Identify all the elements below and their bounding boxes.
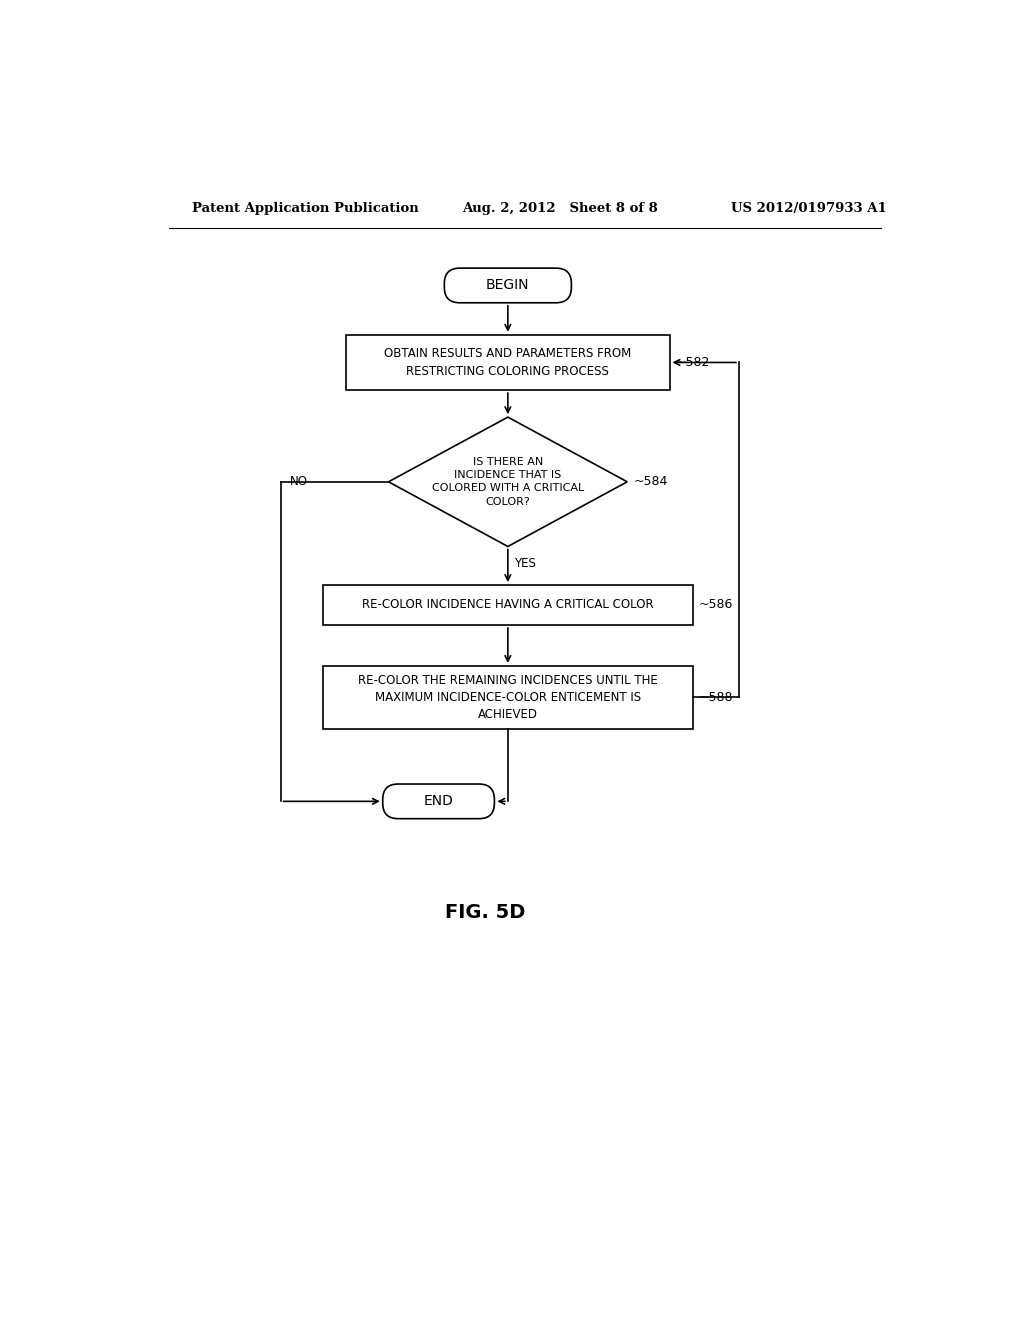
Bar [346, 335, 670, 391]
Text: ~584: ~584 [634, 475, 668, 488]
Text: US 2012/0197933 A1: US 2012/0197933 A1 [731, 202, 887, 215]
Text: ~582: ~582 [676, 356, 710, 370]
Text: BEGIN: BEGIN [486, 279, 529, 293]
Text: END: END [424, 795, 454, 808]
Text: RE-COLOR INCIDENCE HAVING A CRITICAL COLOR: RE-COLOR INCIDENCE HAVING A CRITICAL COL… [362, 598, 653, 611]
Text: ~586: ~586 [698, 598, 733, 611]
Text: IS THERE AN
INCIDENCE THAT IS
COLORED WITH A CRITICAL
COLOR?: IS THERE AN INCIDENCE THAT IS COLORED WI… [432, 457, 584, 507]
Text: Aug. 2, 2012   Sheet 8 of 8: Aug. 2, 2012 Sheet 8 of 8 [462, 202, 657, 215]
Bar [323, 665, 692, 729]
Text: YES: YES [514, 557, 536, 570]
Polygon shape [388, 417, 628, 546]
Text: OBTAIN RESULTS AND PARAMETERS FROM
RESTRICTING COLORING PROCESS: OBTAIN RESULTS AND PARAMETERS FROM RESTR… [384, 347, 632, 378]
FancyBboxPatch shape [383, 784, 495, 818]
Text: ~588: ~588 [698, 690, 733, 704]
Text: FIG. 5D: FIG. 5D [444, 903, 525, 923]
Text: Patent Application Publication: Patent Application Publication [193, 202, 419, 215]
Text: RE-COLOR THE REMAINING INCIDENCES UNTIL THE
MAXIMUM INCIDENCE-COLOR ENTICEMENT I: RE-COLOR THE REMAINING INCIDENCES UNTIL … [358, 675, 657, 721]
FancyBboxPatch shape [444, 268, 571, 302]
Text: NO: NO [290, 475, 308, 488]
Bar [323, 585, 692, 626]
